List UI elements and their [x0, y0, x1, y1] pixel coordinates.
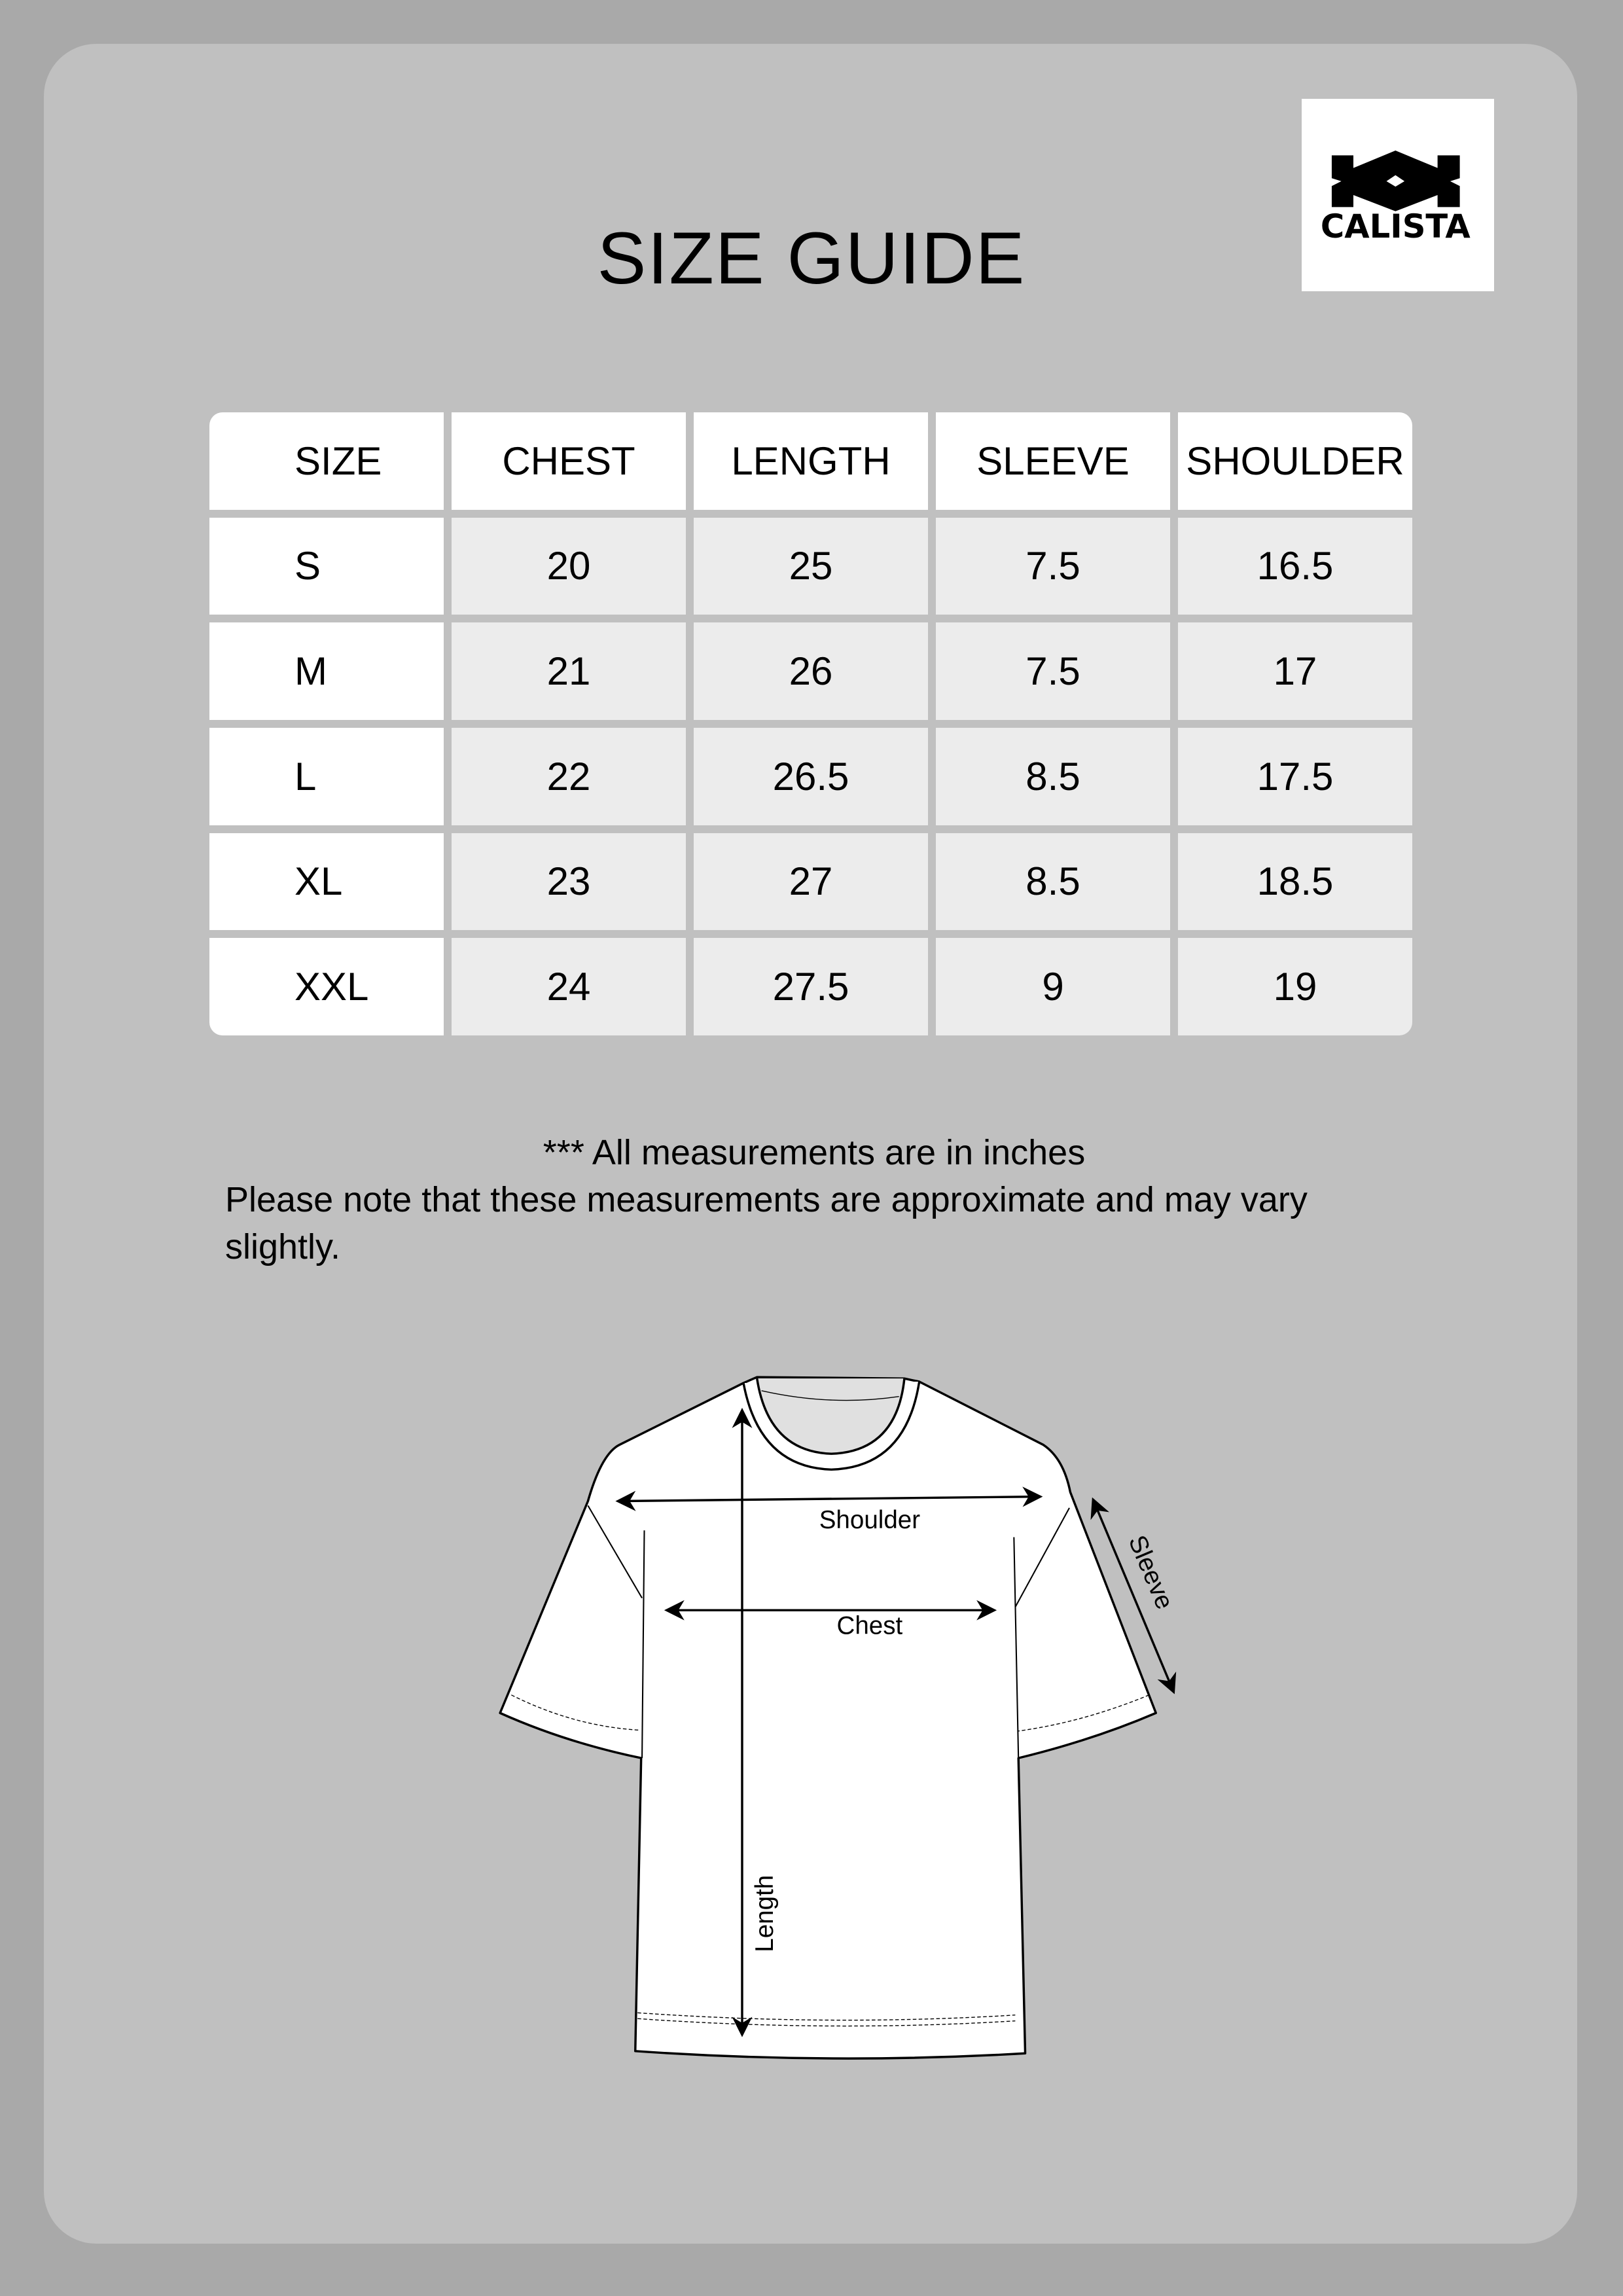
size-label-cell: XL [209, 833, 444, 931]
svg-text:CALISTA: CALISTA [1321, 207, 1471, 245]
shoulder-arrow [615, 1486, 1043, 1511]
measurement-cell: 22 [452, 728, 686, 825]
measurement-cell: 16.5 [1178, 517, 1412, 615]
measurement-cell: 17 [1178, 622, 1412, 720]
measurement-cell: 26.5 [694, 728, 928, 825]
size-label-cell: XXL [209, 938, 444, 1035]
size-table: SIZE CHEST LENGTH SLEEVE SHOULDER S 20 25 7.5 16.… [209, 412, 1412, 1035]
measurement-cell: 7.5 [936, 517, 1170, 615]
units-note: *** All measurements are in inches [543, 1133, 1086, 1172]
chest-label: Chest [837, 1612, 903, 1640]
measurement-cell: 7.5 [936, 622, 1170, 720]
calista-logo-icon: CALISTA [1321, 151, 1471, 245]
shoulder-label: Shoulder [819, 1506, 921, 1534]
measurement-cell: 8.5 [936, 728, 1170, 825]
measurement-cell: 25 [694, 517, 928, 615]
sleeve-label: Sleeve [1123, 1532, 1179, 1613]
measurement-cell: 24 [452, 938, 686, 1035]
page-title: SIZE GUIDE [597, 217, 1026, 299]
column-header: LENGTH [694, 412, 928, 510]
measurement-cell: 20 [452, 517, 686, 615]
measurement-cell: 17.5 [1178, 728, 1412, 825]
size-label-cell: S [209, 517, 444, 615]
sleeve-arrow [1090, 1497, 1177, 1695]
measurement-cell: 8.5 [936, 833, 1170, 931]
size-label-cell: L [209, 728, 444, 825]
measurement-cell: 23 [452, 833, 686, 931]
notes: *** All measurements are in inches Pleas… [225, 1129, 1403, 1270]
measurement-cell: 9 [936, 938, 1170, 1035]
measurement-cell: 18.5 [1178, 833, 1412, 931]
size-label-cell: M [209, 622, 444, 720]
column-header: SIZE [209, 412, 444, 510]
column-header: SLEEVE [936, 412, 1170, 510]
tshirt-measurement-diagram: Shoulder Chest Length Sleeve [499, 1376, 1179, 2060]
calista-logo: CALISTA [1302, 99, 1494, 291]
measurement-cell: 21 [452, 622, 686, 720]
length-label: Length [751, 1875, 779, 1952]
tshirt-outline [499, 1376, 1157, 2060]
column-header: SHOULDER [1178, 412, 1412, 510]
measurement-cell: 27.5 [694, 938, 928, 1035]
column-header: CHEST [452, 412, 686, 510]
measurement-cell: 26 [694, 622, 928, 720]
measurement-cell: 27 [694, 833, 928, 931]
approximate-note: Please note that these measurements are … [225, 1180, 1308, 1266]
measurement-cell: 19 [1178, 938, 1412, 1035]
